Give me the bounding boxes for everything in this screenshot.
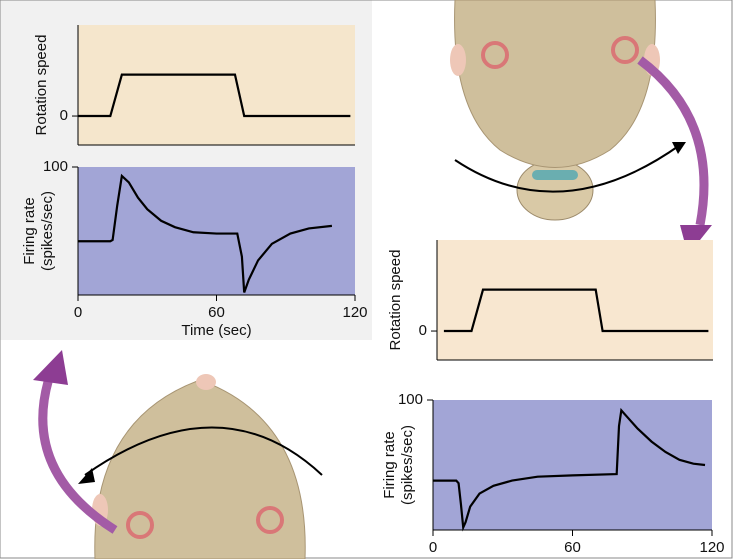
plot-area [437,240,713,360]
y-tick-label: 0 [419,322,427,339]
x-tick-label: 120 [342,304,367,321]
y-axis-label: (spikes/sec) [39,191,56,271]
plot-area [433,400,712,530]
x-tick-label: 60 [564,539,581,556]
x-tick-label: 120 [699,539,724,556]
y-axis-label: (spikes/sec) [399,425,416,505]
x-tick-label: 60 [208,304,225,321]
y-tick-label: 0 [60,107,68,124]
y-tick-label: 100 [43,158,68,175]
y-axis-label: Rotation speed [33,35,50,136]
y-axis-label: Firing rate [381,431,398,499]
x-axis-label: Time (sec) [181,322,251,339]
x-tick-label: 0 [429,539,437,556]
figure: 0 Rotation speed 100 0 60 120 Time (sec) Firing… [0,0,733,559]
y-axis-label: Rotation speed [387,250,404,351]
y-tick-label: 100 [398,391,423,408]
y-axis-label: Firing rate [21,197,38,265]
x-tick-label: 0 [74,304,82,321]
